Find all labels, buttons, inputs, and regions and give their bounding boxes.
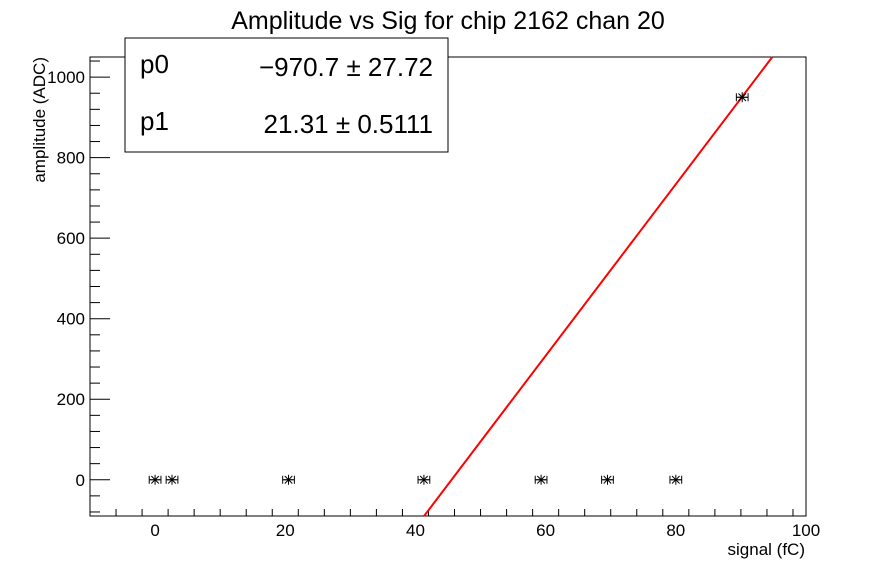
y-tick-label: 0 bbox=[76, 471, 85, 490]
marker-stroke bbox=[284, 475, 293, 484]
stats-p0-name: p0 bbox=[140, 49, 169, 79]
data-point bbox=[601, 474, 614, 485]
data-point bbox=[534, 474, 548, 485]
x-tick-label: 20 bbox=[276, 521, 295, 540]
x-tick-label: 0 bbox=[150, 521, 159, 540]
data-point bbox=[282, 474, 295, 485]
marker-stroke bbox=[671, 475, 680, 484]
x-tick-label: 80 bbox=[666, 521, 685, 540]
x-tick-label: 60 bbox=[536, 521, 555, 540]
data-point bbox=[165, 474, 179, 485]
x-tick-label: 40 bbox=[406, 521, 425, 540]
marker-stroke bbox=[536, 475, 546, 484]
stats-p1-value: 21.31 ± 0.5111 bbox=[264, 109, 433, 139]
data-point bbox=[148, 474, 162, 485]
data-point bbox=[417, 474, 431, 485]
y-axis bbox=[90, 60, 110, 513]
y-tick-label: 600 bbox=[57, 229, 85, 248]
data-points bbox=[148, 92, 749, 485]
y-tick-label: 200 bbox=[57, 390, 85, 409]
y-tick-label: 400 bbox=[57, 310, 85, 329]
marker-stroke bbox=[419, 475, 429, 484]
marker-stroke bbox=[150, 475, 160, 484]
marker-stroke bbox=[167, 475, 177, 484]
stats-p1-name: p1 bbox=[140, 106, 169, 136]
data-point bbox=[669, 474, 683, 485]
x-tick-labels: 0 20 40 60 80 100 bbox=[150, 521, 820, 540]
stats-p0-value: −970.7 ± 27.72 bbox=[259, 52, 433, 82]
y-tick-label: 800 bbox=[57, 149, 85, 168]
y-tick-labels: 0 200 400 600 800 1000 bbox=[47, 68, 85, 490]
x-axis-label: signal (fC) bbox=[728, 540, 805, 559]
data-point bbox=[735, 92, 749, 103]
marker-stroke bbox=[603, 475, 612, 484]
chart-title: Amplitude vs Sig for chip 2162 chan 20 bbox=[231, 7, 665, 35]
y-axis-label: amplitude (ADC) bbox=[30, 57, 49, 183]
fit-line bbox=[423, 56, 774, 517]
x-axis bbox=[89, 509, 794, 516]
x-tick-label: 100 bbox=[792, 521, 820, 540]
fit-group bbox=[423, 56, 774, 517]
stats-box: p0 −970.7 ± 27.72 p1 21.31 ± 0.5111 bbox=[124, 37, 449, 153]
stats-box-frame bbox=[124, 37, 449, 153]
marker-stroke bbox=[738, 93, 747, 102]
y-tick-label: 1000 bbox=[47, 68, 85, 87]
